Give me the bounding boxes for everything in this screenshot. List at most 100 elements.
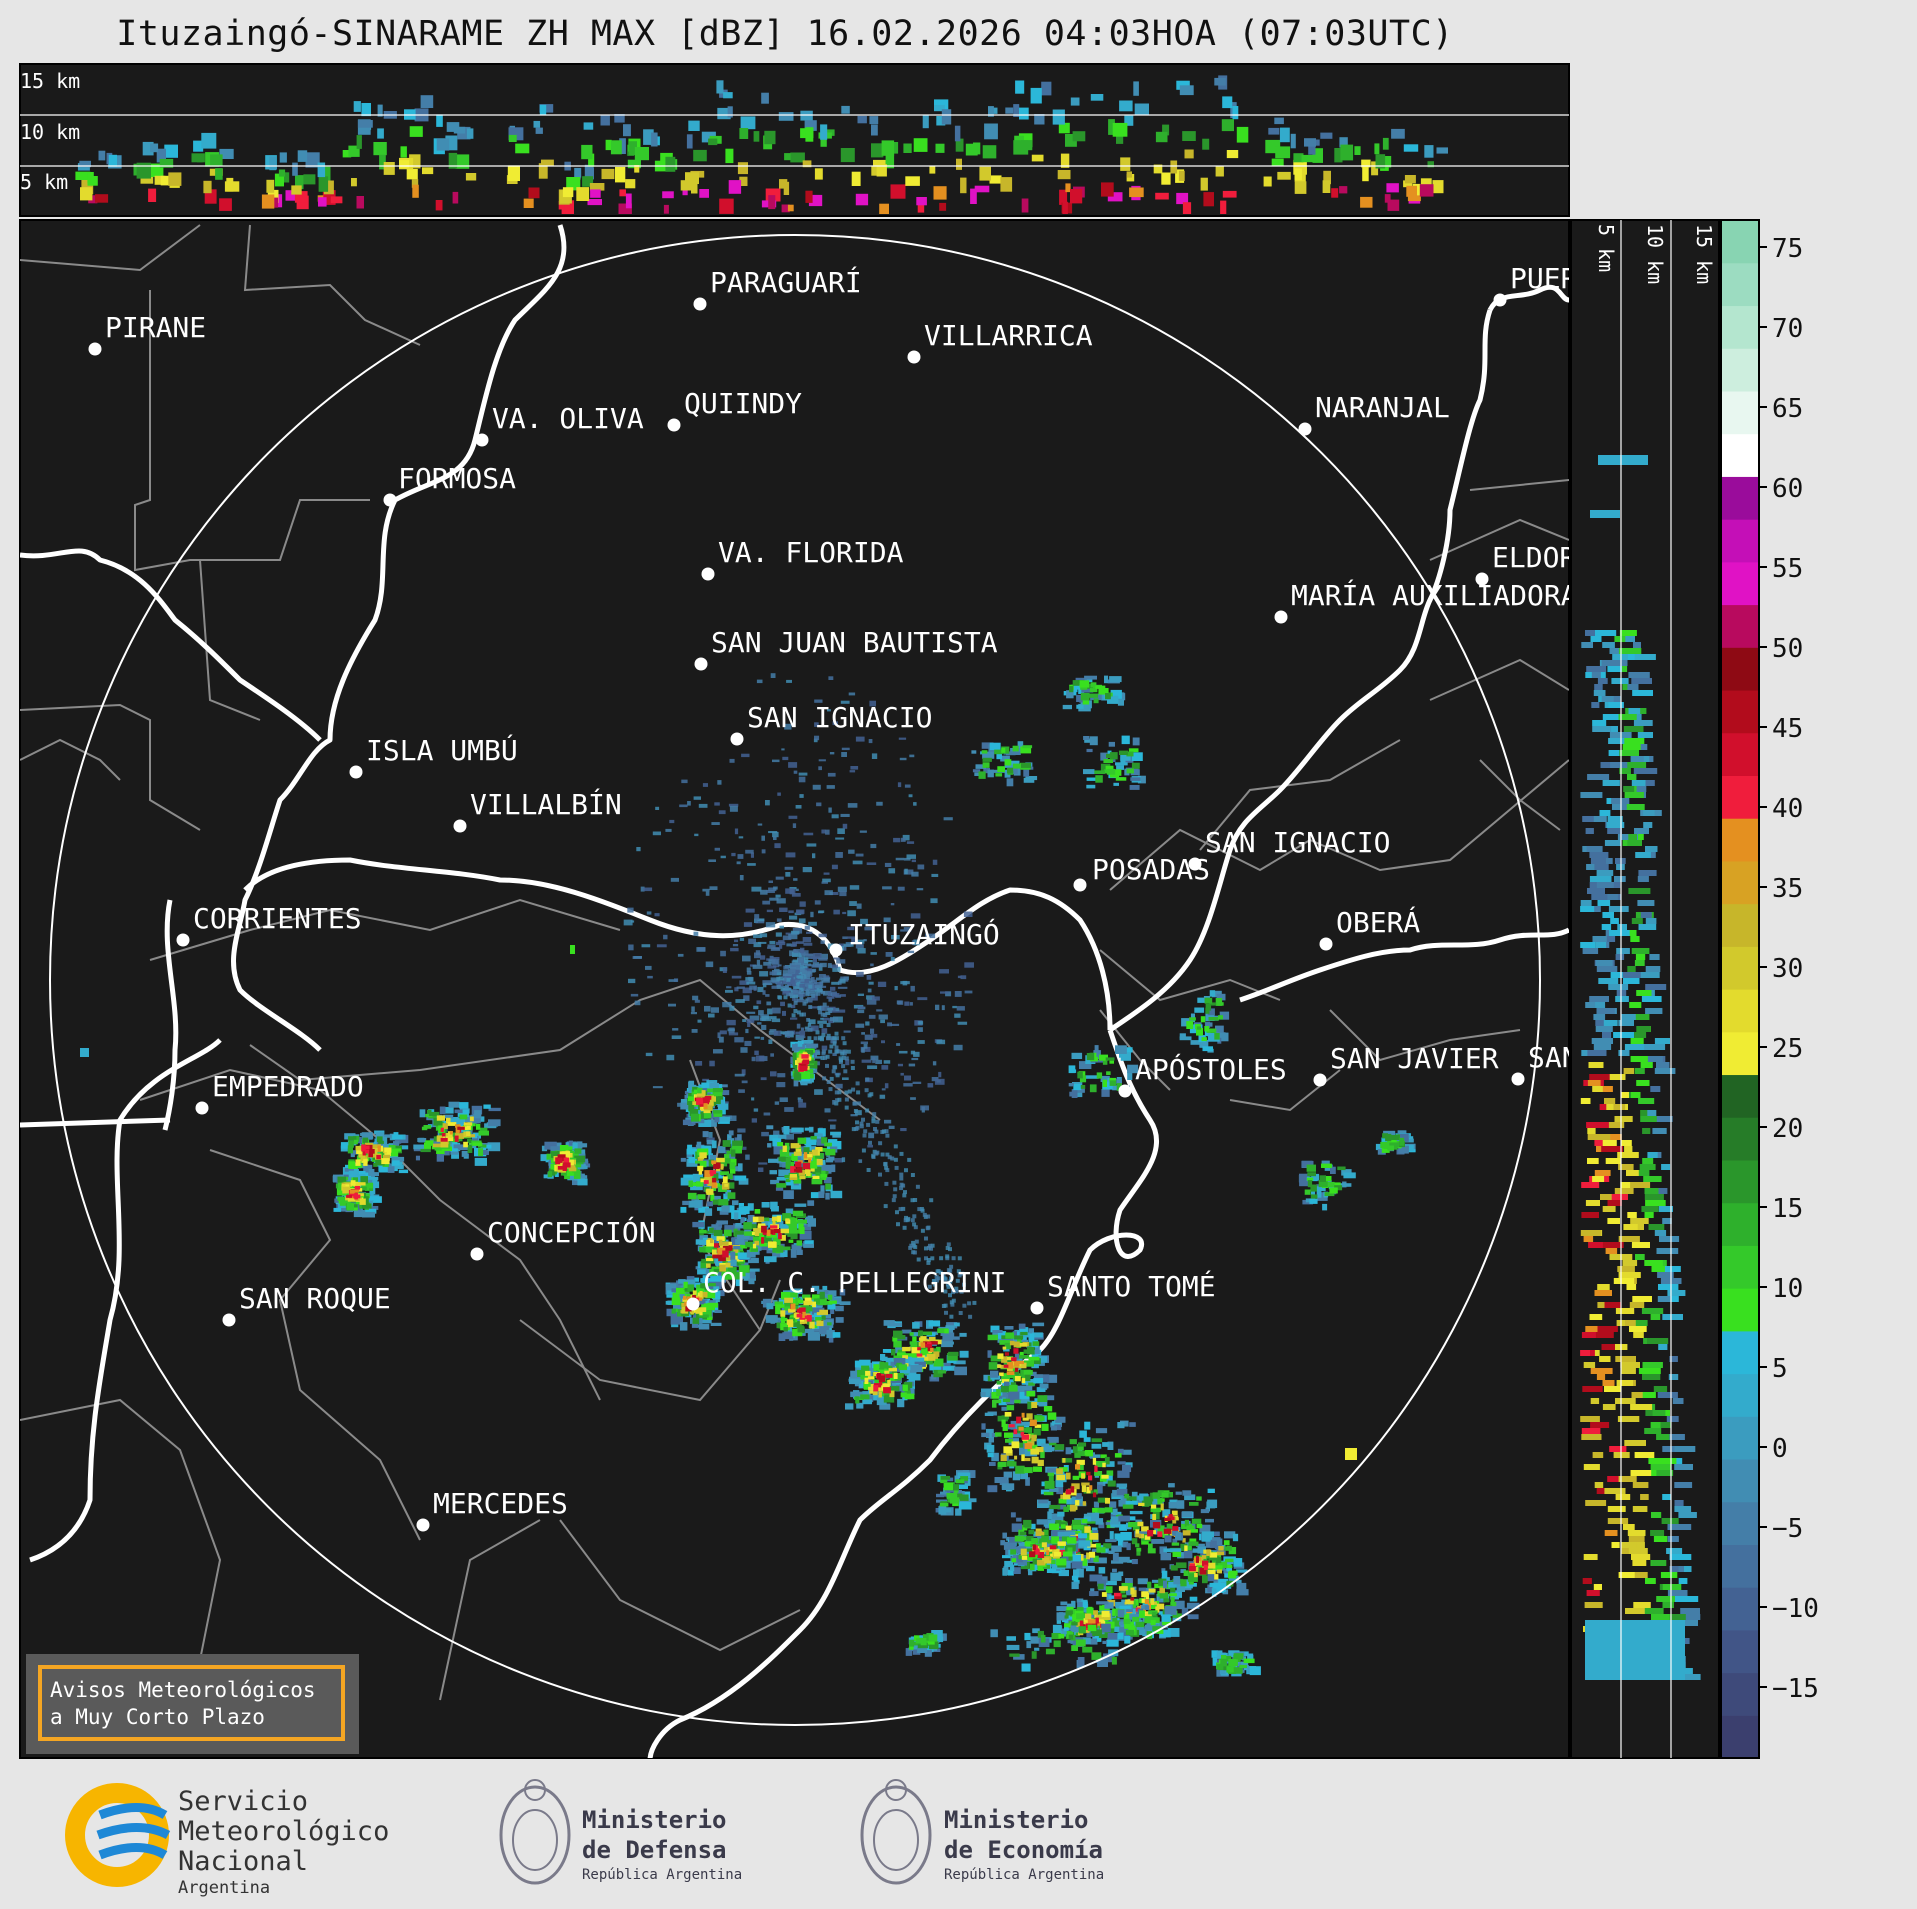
place-name: NARANJAL [1315, 391, 1450, 424]
city-marker-icon [829, 943, 843, 957]
place-va-florida: VA. FLORIDA [701, 536, 904, 581]
city-marker-icon [222, 1313, 236, 1327]
city-marker-icon [1073, 878, 1087, 892]
economia-logo: Ministerio de Economía República Argenti… [860, 1779, 1104, 1885]
colorbar-step [1721, 1715, 1759, 1759]
place-puerto: PUERTO [1493, 262, 1611, 307]
place-name: SAN [1528, 1041, 1579, 1074]
place-name: MERCEDES [433, 1487, 568, 1520]
colorbar-tick-label: 20 [1772, 1114, 1803, 1144]
place-mar-a-auxiliadora: MARÍA AUXILIADORA [1274, 578, 1578, 624]
colorbar-step [1721, 732, 1759, 776]
colorbar-tick-label: 70 [1772, 314, 1803, 344]
place-quiindy: QUIINDY [667, 387, 802, 432]
place-ituzaing-: ITUZAINGÓ [829, 917, 1000, 957]
place-name: SAN ROQUE [239, 1282, 391, 1315]
colorbar-step [1721, 433, 1759, 477]
colorbar-tick-label: −5 [1772, 1514, 1803, 1544]
top-cross-section: 15 km 10 km 5 km [19, 63, 1570, 217]
colorbar-step [1721, 1288, 1759, 1332]
colorbar-tick-label: 75 [1772, 234, 1803, 264]
place-name: SAN IGNACIO [747, 701, 932, 734]
argentina-shield-icon [499, 1785, 571, 1885]
smn-logo: Servicio Meteorológico Nacional Argentin… [65, 1783, 389, 1898]
place-name: PUERTO [1510, 262, 1611, 295]
city-marker-icon [693, 297, 707, 311]
place-villalb-n: VILLALBÍN [453, 787, 622, 833]
place-name: COL. C. PELLEGRINI [703, 1266, 1006, 1299]
defensa-line-3: República Argentina [582, 1867, 742, 1883]
colorbar-scale [1721, 220, 1759, 1759]
colorbar-step [1721, 647, 1759, 691]
place-paraguar-: PARAGUARÍ [693, 265, 862, 311]
colorbar-step [1721, 1672, 1759, 1716]
colorbar-tick-label: 50 [1772, 634, 1803, 664]
city-marker-icon [453, 819, 467, 833]
city-marker-icon [1475, 572, 1489, 586]
colorbar-tick-label: 55 [1772, 554, 1803, 584]
economia-line-1: Ministerio [944, 1806, 1089, 1834]
colorbar-step [1721, 262, 1759, 307]
colorbar-step [1721, 1416, 1759, 1460]
place-name: VILLARRICA [924, 319, 1093, 352]
city-marker-icon [686, 1297, 700, 1311]
place-name: PARAGUARÍ [710, 265, 862, 299]
place-labels: PIRANE PARAGUARÍ VILLARRICA VA. OLIVA QUIIND… [88, 262, 1611, 1532]
colorbar-tick-label: 15 [1772, 1194, 1803, 1224]
colorbar-tick-label: −10 [1772, 1594, 1819, 1624]
colorbar-tick-label: 65 [1772, 394, 1803, 424]
place-name: PIRANE [105, 311, 206, 344]
colorbar-step [1721, 775, 1759, 819]
colorbar-step [1721, 1373, 1759, 1417]
city-marker-icon [907, 350, 921, 364]
colorbar-step [1721, 1031, 1759, 1076]
place-name: EMPEDRADO [212, 1070, 364, 1103]
place-empedrado: EMPEDRADO [195, 1070, 364, 1115]
colorbar-step [1721, 390, 1759, 435]
place-name: CONCEPCIÓN [487, 1215, 656, 1249]
place-san-juan-bautista: SAN JUAN BAUTISTA [694, 626, 998, 671]
place-name: FORMOSA [398, 462, 516, 495]
place-formosa: FORMOSA [383, 462, 516, 507]
top-label-15km: 15 km [20, 69, 80, 93]
city-marker-icon [1298, 422, 1312, 436]
place-name: POSADAS [1092, 853, 1210, 886]
place-name: CORRIENTES [193, 902, 362, 935]
place-name: VILLALBÍN [470, 787, 622, 821]
colorbar-step [1721, 903, 1759, 947]
city-marker-icon [383, 493, 397, 507]
city-marker-icon [1274, 610, 1288, 624]
economia-line-2: de Economía [944, 1836, 1103, 1864]
colorbar-step [1721, 1159, 1759, 1204]
place-isla-umb-: ISLA UMBÚ [349, 733, 518, 779]
colorbar-step [1721, 1458, 1759, 1503]
place-name: ISLA UMBÚ [366, 733, 518, 767]
colorbar-step [1721, 689, 1759, 734]
colorbar-step [1721, 305, 1759, 349]
place-name: MARÍA AUXILIADORA [1291, 578, 1578, 612]
colorbar-step [1721, 1202, 1759, 1246]
defensa-line-1: Ministerio [582, 1806, 727, 1834]
place-san-javier: SAN JAVIER [1313, 1042, 1499, 1087]
warning-line-2: a Muy Corto Plazo [50, 1705, 265, 1729]
side-cross-section: 5 km 10 km 15 km [1570, 219, 1720, 1759]
admin-borders [20, 224, 1569, 1701]
smn-line-3: Nacional [178, 1846, 308, 1877]
colorbar-tick-label: 60 [1772, 474, 1803, 504]
city-marker-icon [1511, 1072, 1525, 1086]
colorbar-tick-label: 10 [1772, 1274, 1803, 1304]
city-marker-icon [349, 765, 363, 779]
place-name: VA. OLIVA [492, 402, 644, 435]
place-name: SANTO TOMÉ [1047, 1269, 1216, 1303]
colorbar-step [1721, 1330, 1759, 1375]
place-name: SAN JUAN BAUTISTA [711, 626, 998, 659]
warning-box[interactable]: Avisos Meteorológicos a Muy Corto Plazo [26, 1654, 359, 1754]
footer-logos: Servicio Meteorológico Nacional Argentin… [65, 1779, 1104, 1898]
range-ring [49, 234, 1541, 1726]
colorbar-step [1721, 1544, 1759, 1588]
place-santo-tom-: SANTO TOMÉ [1030, 1269, 1216, 1315]
place-name: OBERÁ [1336, 905, 1420, 939]
city-marker-icon [475, 433, 489, 447]
place-ap-stoles: APÓSTOLES [1118, 1052, 1287, 1098]
